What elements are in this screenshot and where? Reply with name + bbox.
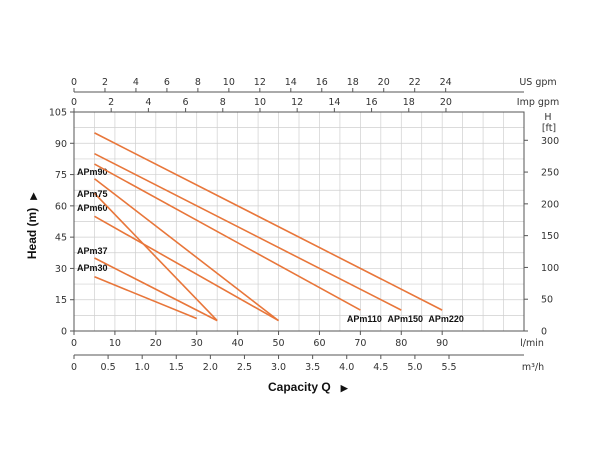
imp-tick-label: 12 xyxy=(291,97,303,108)
m3h-tick-label: 1.5 xyxy=(169,362,184,373)
series-lines: APm30 APm37 APm60 APm75 APm90 APm110 APm150 APm… xyxy=(77,132,464,324)
us-tick-label: 8 xyxy=(195,77,201,88)
us-tick-label: 2 xyxy=(102,77,108,88)
us-tick-label: 24 xyxy=(440,77,452,88)
m3h-tick-label: 5.5 xyxy=(441,362,456,373)
series-line-apm60 xyxy=(94,215,279,322)
series-label-apm37: APm37 xyxy=(77,246,108,256)
lmin-tick-label: 90 xyxy=(436,338,448,349)
us-tick-label: 4 xyxy=(133,77,139,88)
right-tick-label: 150 xyxy=(541,231,559,242)
us-tick-label: 18 xyxy=(347,77,359,88)
lmin-tick-label: 10 xyxy=(109,338,121,349)
right-tick-label: 50 xyxy=(541,295,553,306)
series-label-apm150: APm150 xyxy=(388,314,424,324)
series-label-apm30: APm30 xyxy=(77,263,108,273)
imp-tick-label: 4 xyxy=(145,97,151,108)
series-label-apm220: APm220 xyxy=(428,314,464,324)
imp-tick-label: 20 xyxy=(440,97,452,108)
m3h-tick-label: 3.0 xyxy=(271,362,286,373)
series-label-apm110: APm110 xyxy=(347,314,382,324)
y-tick-label: 105 xyxy=(49,108,67,119)
series-line-apm110 xyxy=(94,163,361,311)
imp-tick-label: 0 xyxy=(71,97,77,108)
y-tick-label: 45 xyxy=(55,233,67,244)
series-label-apm75: APm75 xyxy=(77,189,108,199)
m3h-tick-label: 0.5 xyxy=(101,362,116,373)
m3h-tick-label: 1.0 xyxy=(135,362,150,373)
imp-unit: Imp gpm xyxy=(517,97,559,108)
lmin-tick-label: 80 xyxy=(395,338,407,349)
imp-tick-label: 8 xyxy=(220,97,226,108)
us-tick-label: 16 xyxy=(316,77,328,88)
right-tick-label: 250 xyxy=(541,168,559,179)
lmin-unit: l/min xyxy=(520,338,544,349)
x-axis-title: Capacity Q ▶ xyxy=(268,380,349,394)
grid xyxy=(73,111,525,332)
imp-tick-label: 10 xyxy=(254,97,266,108)
us-tick-label: 6 xyxy=(164,77,170,88)
series-line-apm220 xyxy=(94,132,443,311)
y-tick-label: 15 xyxy=(55,295,67,306)
us-tick-label: 22 xyxy=(409,77,421,88)
y-tick-label: 30 xyxy=(55,264,67,275)
lmin-tick-label: 60 xyxy=(313,338,325,349)
y-tick-label: 0 xyxy=(61,327,67,338)
lmin-tick-label: 50 xyxy=(272,338,284,349)
us-tick-label: 12 xyxy=(254,77,266,88)
imp-tick-label: 18 xyxy=(403,97,415,108)
right-axis-unit: H xyxy=(544,112,551,123)
imp-tick-label: 14 xyxy=(328,97,340,108)
us-tick-label: 14 xyxy=(285,77,297,88)
series-line-apm150 xyxy=(94,152,402,311)
us-unit: US gpm xyxy=(519,77,556,88)
m3h-unit: m³/h xyxy=(522,362,544,373)
y-tick-label: 90 xyxy=(55,139,67,150)
m3h-tick-label: 2.5 xyxy=(237,362,252,373)
right-tick-label: 0 xyxy=(541,327,547,338)
series-label-apm60: APm60 xyxy=(77,203,108,213)
us-tick-label: 10 xyxy=(223,77,235,88)
us-tick-label: 0 xyxy=(71,77,77,88)
right-tick-label: 300 xyxy=(541,136,559,147)
series-line-apm37 xyxy=(94,257,218,322)
m3h-tick-label: 2.0 xyxy=(203,362,218,373)
right-axis-unit-ft: [ft] xyxy=(542,123,556,134)
lmin-tick-label: 70 xyxy=(354,338,366,349)
lmin-tick-label: 40 xyxy=(232,338,244,349)
lmin-tick-label: 20 xyxy=(150,338,162,349)
us-tick-label: 20 xyxy=(378,77,390,88)
series-line-apm30 xyxy=(94,276,198,320)
plot-frame xyxy=(73,111,525,332)
series-label-apm90: APm90 xyxy=(77,167,108,177)
lmin-tick-label: 0 xyxy=(71,338,77,349)
right-tick-label: 200 xyxy=(541,199,559,210)
axes xyxy=(70,88,528,359)
imp-tick-label: 6 xyxy=(183,97,189,108)
m3h-tick-label: 4.0 xyxy=(339,362,354,373)
m3h-tick-label: 5.0 xyxy=(407,362,422,373)
y-tick-label: 75 xyxy=(55,170,67,181)
right-tick-label: 100 xyxy=(541,263,559,274)
imp-tick-label: 16 xyxy=(366,97,378,108)
y-tick-label: 60 xyxy=(55,201,67,212)
lmin-tick-label: 30 xyxy=(191,338,203,349)
imp-tick-label: 2 xyxy=(108,97,114,108)
series-line-apm75 xyxy=(93,192,218,322)
m3h-tick-label: 3.5 xyxy=(305,362,320,373)
series-line-apm90 xyxy=(94,178,279,322)
m3h-tick-label: 4.5 xyxy=(373,362,388,373)
y-axis-title: Head (m)▶ xyxy=(25,192,39,259)
m3h-tick-label: 0 xyxy=(71,362,77,373)
